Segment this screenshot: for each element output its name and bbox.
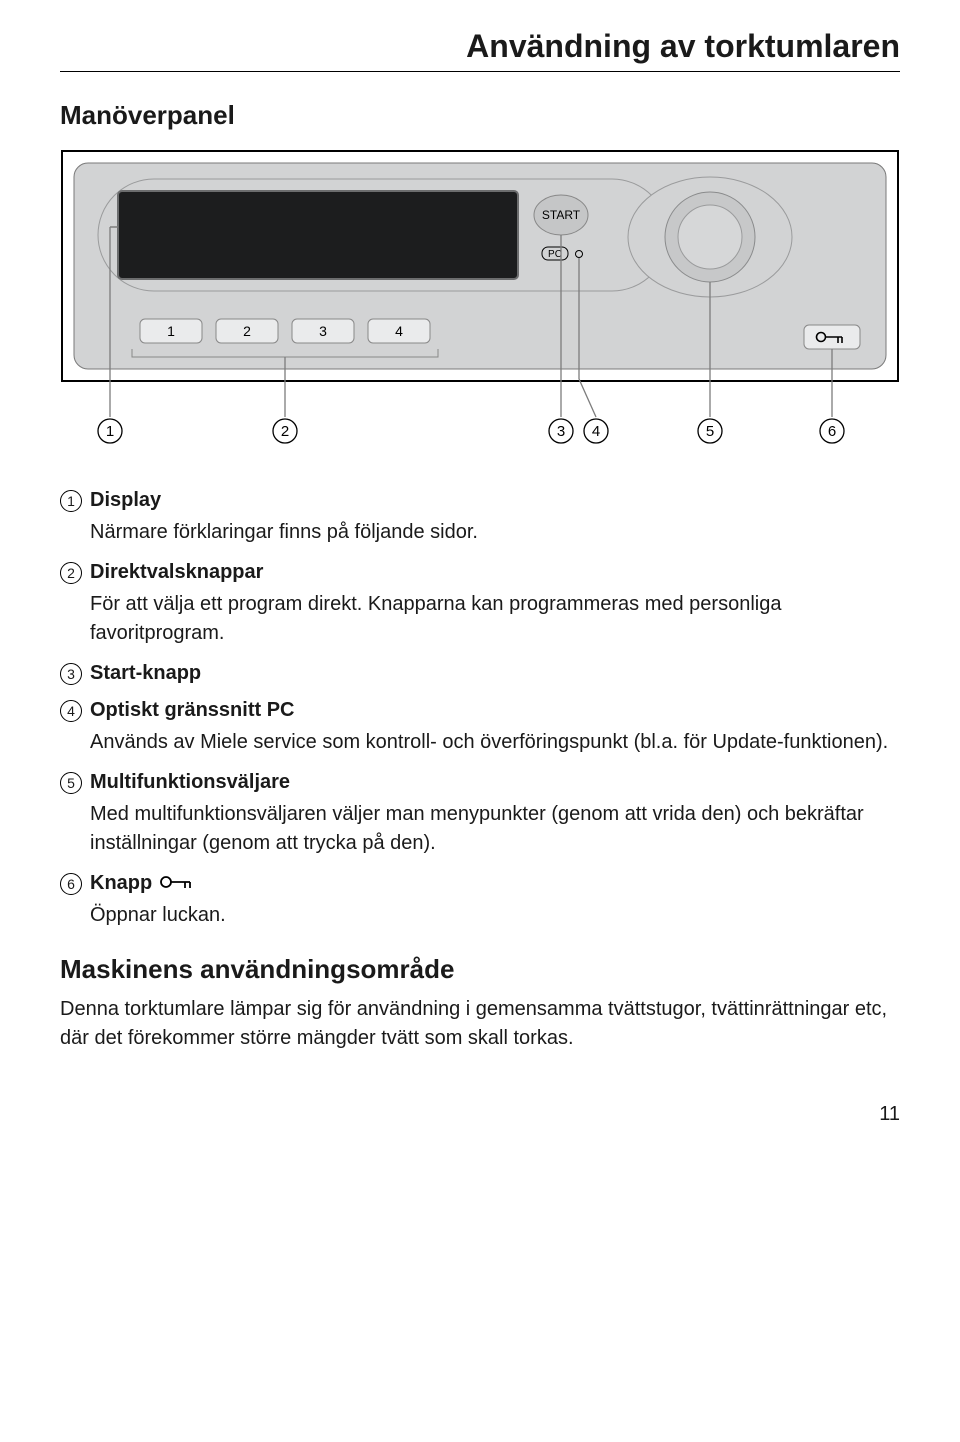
legend-item-title: Multifunktionsväljare: [90, 771, 290, 794]
legend-item-number: 3: [60, 663, 82, 685]
legend-item-number: 5: [60, 772, 82, 794]
callouts: 1 2 3 4 5 6: [98, 419, 844, 443]
legend-item-head: 5 Multifunktionsväljare: [60, 771, 900, 794]
control-panel-svg: START PC 1 2 3 4: [60, 149, 900, 479]
legend-item-head: 3 Start-knapp: [60, 662, 900, 685]
callout-legend: 1 Display Närmare förklaringar finns på fö…: [60, 489, 900, 930]
key-icon: [160, 875, 194, 889]
subsection-title: Maskinens användningsområde: [60, 954, 900, 985]
legend-item: 5 Multifunktionsväljare Med multifunktions…: [60, 771, 900, 858]
pc-label: PC: [548, 249, 562, 260]
legend-item-desc: Med multifunktionsväljaren väljer man me…: [90, 800, 900, 858]
legend-item-head: 2 Direktvalsknappar: [60, 561, 900, 584]
knob-inner[interactable]: [678, 205, 742, 269]
svg-text:2: 2: [281, 423, 289, 440]
control-panel-figure: START PC 1 2 3 4: [60, 149, 900, 479]
legend-item: 6 Knapp Öppnar luckan.: [60, 872, 900, 930]
legend-item-number: 6: [60, 873, 82, 895]
divider: [60, 71, 900, 72]
preset-button-3-label: 3: [319, 323, 327, 339]
legend-item-number: 4: [60, 700, 82, 722]
page-number: 11: [60, 1103, 900, 1126]
legend-item: 4 Optiskt gränssnitt PC Används av Miele s…: [60, 699, 900, 757]
chapter-title: Användning av torktumlaren: [60, 28, 900, 65]
legend-item-number: 2: [60, 562, 82, 584]
preset-button-1-label: 1: [167, 323, 175, 339]
legend-item-title: Knapp: [90, 872, 152, 895]
legend-item-desc: Används av Miele service som kontroll- o…: [90, 728, 900, 757]
legend-item-desc: Öppnar luckan.: [90, 901, 900, 930]
svg-text:1: 1: [106, 423, 114, 440]
legend-item: 3 Start-knapp: [60, 662, 900, 685]
display-screen: [118, 191, 518, 279]
legend-item-title: Start-knapp: [90, 662, 201, 685]
legend-item-head: 4 Optiskt gränssnitt PC: [60, 699, 900, 722]
section-title: Manöverpanel: [60, 100, 900, 131]
legend-item-title: Display: [90, 489, 161, 512]
legend-item: 2 Direktvalsknappar För att välja ett prog…: [60, 561, 900, 648]
svg-text:3: 3: [557, 423, 565, 440]
start-label: START: [542, 208, 581, 222]
legend-item-title: Direktvalsknappar: [90, 561, 263, 584]
svg-text:6: 6: [828, 423, 836, 440]
legend-item: 1 Display Närmare förklaringar finns på fö…: [60, 489, 900, 547]
legend-item-desc: För att välja ett program direkt. Knappa…: [90, 590, 900, 648]
subsection-body: Denna torktumlare lämpar sig för användn…: [60, 995, 900, 1053]
preset-button-2-label: 2: [243, 323, 251, 339]
legend-item-head: 6 Knapp: [60, 872, 900, 895]
legend-item-title: Optiskt gränssnitt PC: [90, 699, 294, 722]
svg-text:5: 5: [706, 423, 714, 440]
legend-item-number: 1: [60, 490, 82, 512]
legend-item-head: 1 Display: [60, 489, 900, 512]
svg-text:4: 4: [592, 423, 600, 440]
legend-item-desc: Närmare förklaringar finns på följande s…: [90, 518, 900, 547]
preset-button-4-label: 4: [395, 323, 403, 339]
